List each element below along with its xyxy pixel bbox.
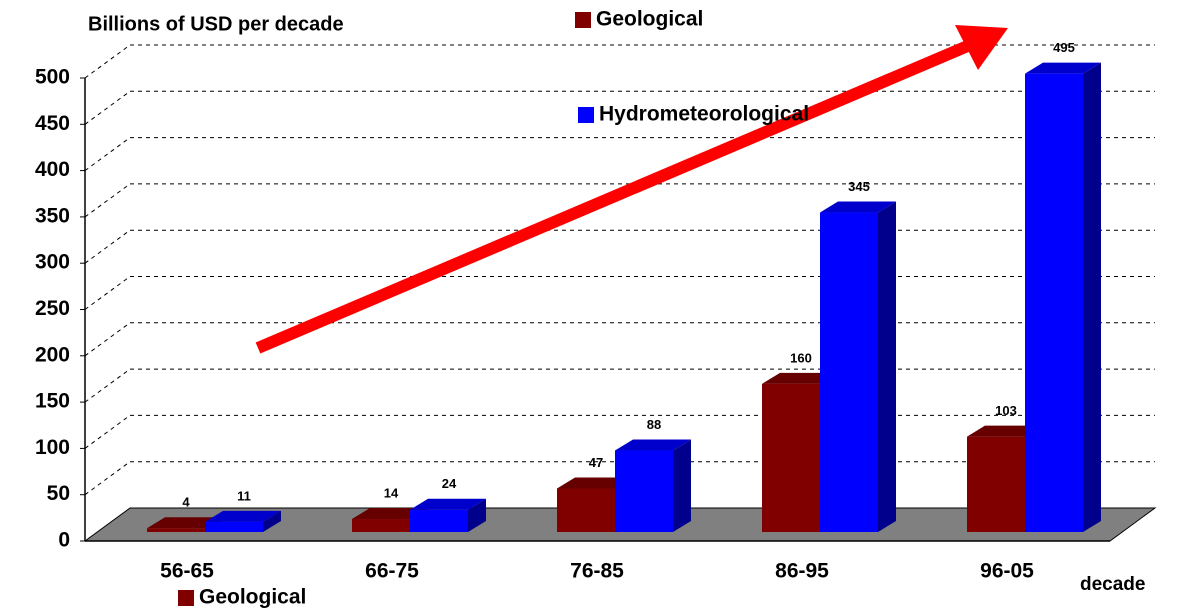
bar-front bbox=[410, 509, 468, 532]
legend-label: Geological bbox=[199, 586, 306, 609]
legend-label: Geological bbox=[596, 8, 703, 31]
bar bbox=[410, 498, 486, 532]
bar bbox=[205, 510, 281, 532]
value-label: 345 bbox=[848, 179, 870, 194]
y-tick-label: 450 bbox=[35, 112, 70, 135]
bar-front bbox=[147, 528, 205, 532]
bar-top bbox=[762, 372, 838, 384]
legend-swatch bbox=[575, 12, 591, 28]
grid-line bbox=[84, 137, 131, 172]
bar-side bbox=[878, 201, 896, 532]
y-tick-label: 0 bbox=[58, 529, 70, 552]
value-label: 11 bbox=[237, 488, 251, 503]
bar-front bbox=[615, 450, 673, 532]
x-tick-label: 96-05 bbox=[980, 560, 1034, 583]
value-label: 47 bbox=[589, 455, 603, 470]
y-tick-label: 350 bbox=[35, 204, 70, 227]
bar-front bbox=[205, 521, 263, 532]
y-tick-label: 400 bbox=[35, 158, 70, 181]
y-tick-label: 300 bbox=[35, 251, 70, 274]
grid-line bbox=[84, 414, 131, 449]
y-axis-title: Billions of USD per decade bbox=[88, 13, 344, 35]
value-label: 103 bbox=[995, 403, 1017, 418]
bar bbox=[1025, 62, 1101, 532]
grid-line bbox=[84, 44, 131, 79]
bar-front bbox=[352, 519, 410, 532]
bar-top bbox=[820, 201, 896, 213]
legend-swatch bbox=[578, 107, 594, 123]
bar-top bbox=[352, 508, 428, 520]
bar-side bbox=[468, 498, 486, 532]
x-tick-label: 56-65 bbox=[160, 560, 214, 583]
bar-side bbox=[673, 439, 691, 532]
bar-top bbox=[205, 510, 281, 522]
x-tick-label: 66-75 bbox=[365, 560, 419, 583]
bar-top bbox=[615, 439, 691, 451]
y-tick-label: 50 bbox=[47, 482, 70, 505]
bar-front bbox=[820, 212, 878, 532]
bar bbox=[820, 201, 896, 532]
bar-side bbox=[1083, 62, 1101, 532]
bar bbox=[615, 439, 691, 532]
bar-top bbox=[410, 498, 486, 510]
bar-top bbox=[557, 477, 633, 489]
bar-front bbox=[557, 488, 615, 532]
bar-top bbox=[1025, 62, 1101, 74]
bar-top bbox=[147, 517, 223, 529]
grid-line bbox=[84, 368, 131, 403]
value-label: 495 bbox=[1053, 40, 1075, 55]
y-tick-label: 250 bbox=[35, 297, 70, 320]
x-axis-title: decade bbox=[1080, 574, 1145, 595]
value-label: 4 bbox=[182, 495, 190, 510]
legend-label: Hydrometeorological bbox=[599, 103, 809, 126]
y-tick-label: 150 bbox=[35, 390, 70, 413]
x-tick-label: 86-95 bbox=[775, 560, 829, 583]
bar-top bbox=[967, 425, 1043, 437]
grid-line bbox=[84, 322, 131, 357]
bar-front bbox=[762, 383, 820, 532]
x-tick-label: 76-85 bbox=[570, 560, 624, 583]
trend-arrow bbox=[255, 39, 973, 354]
grid-line bbox=[84, 461, 131, 496]
value-label: 88 bbox=[647, 417, 661, 432]
grid-line bbox=[84, 276, 131, 310]
y-tick-label: 200 bbox=[35, 343, 70, 366]
trend-arrow-head bbox=[955, 25, 1008, 70]
bar-side bbox=[263, 510, 281, 532]
grid-line bbox=[84, 90, 131, 125]
value-label: 24 bbox=[442, 476, 457, 491]
grid-line bbox=[84, 229, 131, 264]
legend-swatch bbox=[178, 590, 194, 606]
y-tick-label: 100 bbox=[35, 436, 70, 459]
bar-front bbox=[967, 436, 1025, 532]
grid-line bbox=[84, 183, 131, 218]
value-label: 160 bbox=[790, 350, 812, 365]
value-label: 14 bbox=[384, 485, 399, 500]
bar-front bbox=[1025, 73, 1083, 532]
y-tick-label: 500 bbox=[35, 66, 70, 89]
